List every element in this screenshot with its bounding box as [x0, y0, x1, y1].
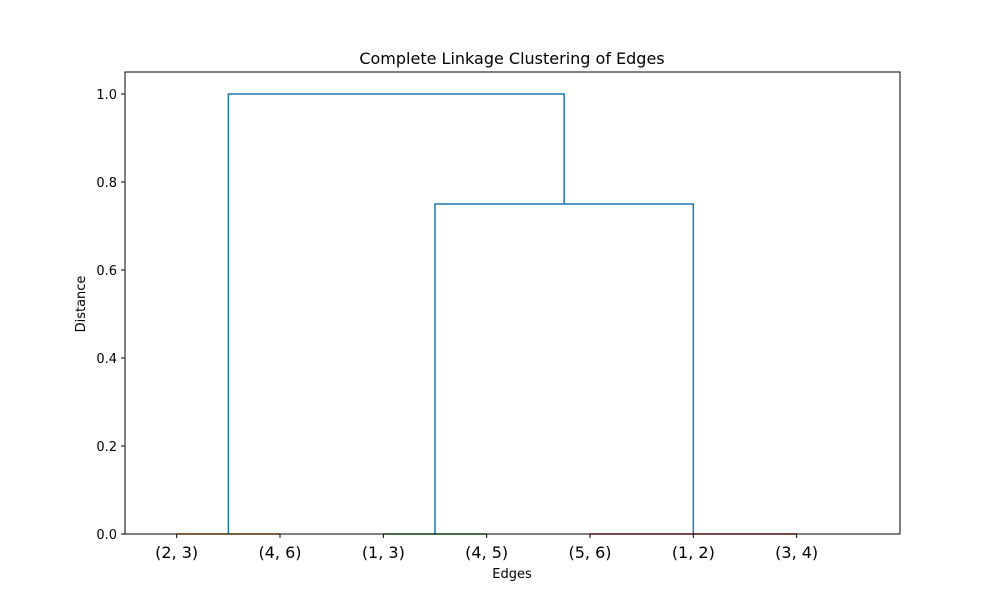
- x-tick-label-2: (1, 3): [362, 543, 405, 562]
- x-tick-label-5: (1, 2): [672, 543, 715, 562]
- y-tick-label-1: 0.2: [96, 440, 117, 455]
- dendrogram-link-5: [434, 203, 695, 534]
- y-tick-label-3: 0.6: [96, 264, 117, 279]
- x-axis-label: Edges: [492, 567, 532, 582]
- x-tick-label-1: (4, 6): [258, 543, 301, 562]
- x-tick-label-6: (3, 4): [775, 543, 818, 562]
- x-tick-label-4: (5, 6): [568, 543, 611, 562]
- x-axis: (2, 3) (4, 6) (1, 3) (4, 5) (5, 6) (1, 2) (3, …: [155, 534, 818, 562]
- plot-frame: [124, 71, 901, 535]
- y-tick-label-5: 1.0: [96, 88, 117, 103]
- y-axis-label: Distance: [74, 276, 89, 333]
- dendrogram-link-6: [227, 93, 565, 534]
- x-tick-label-3: (4, 5): [465, 543, 508, 562]
- y-axis: 0.0 0.2 0.4 0.6 0.8 1.0: [96, 88, 125, 543]
- y-tick-label-4: 0.8: [96, 176, 117, 191]
- plot-content: [176, 93, 797, 535]
- y-tick-label-2: 0.4: [96, 352, 117, 367]
- x-tick-label-0: (2, 3): [155, 543, 198, 562]
- chart-title: Complete Linkage Clustering of Edges: [359, 49, 664, 68]
- y-tick-label-0: 0.0: [96, 528, 117, 543]
